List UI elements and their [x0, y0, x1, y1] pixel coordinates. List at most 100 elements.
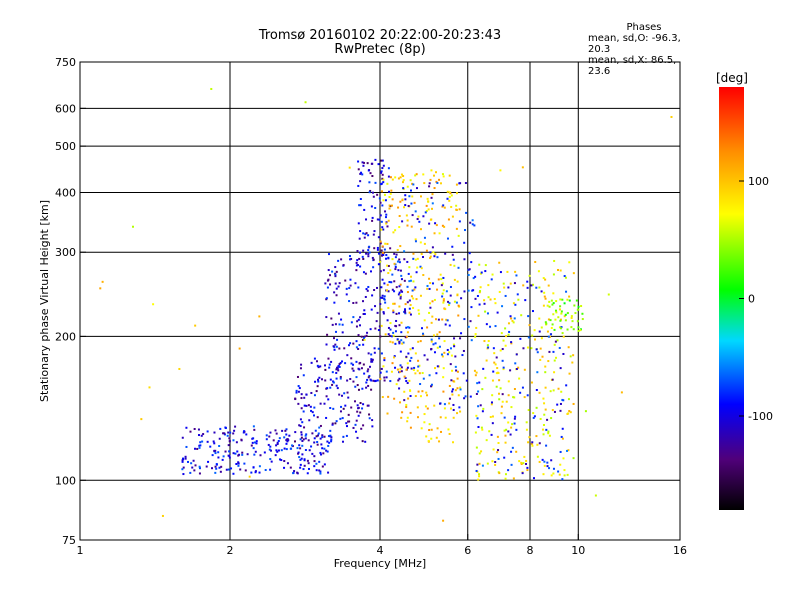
echo-point: [428, 311, 431, 314]
echo-point: [315, 390, 318, 393]
echo-point: [355, 430, 358, 433]
echo-point: [454, 389, 457, 392]
echo-point: [372, 233, 375, 236]
echo-point: [453, 345, 456, 348]
echo-point: [340, 318, 343, 321]
echo-point: [416, 406, 419, 409]
echo-point: [351, 367, 354, 370]
echo-point: [320, 443, 323, 446]
echo-point: [391, 288, 394, 291]
echo-point: [373, 289, 376, 292]
echo-point: [334, 266, 337, 269]
echo-point: [524, 299, 527, 302]
echo-point: [300, 436, 303, 439]
echo-point: [468, 268, 471, 271]
echo-point: [235, 441, 238, 444]
echo-point: [559, 367, 562, 370]
echo-point: [313, 441, 316, 444]
echo-point: [200, 434, 203, 437]
echo-point: [458, 208, 461, 211]
echo-point: [522, 284, 525, 287]
echo-point: [376, 193, 379, 196]
echo-point: [522, 462, 525, 465]
echo-point: [455, 183, 458, 186]
echo-point: [339, 377, 342, 380]
echo-point: [356, 320, 359, 323]
echo-point: [334, 282, 337, 285]
echo-point: [399, 294, 402, 297]
echo-point: [387, 219, 390, 222]
echo-point: [327, 357, 330, 360]
echo-point: [383, 295, 386, 298]
echo-point: [579, 329, 582, 332]
echo-point: [484, 270, 487, 273]
echo-point: [379, 201, 382, 204]
echo-point: [477, 478, 480, 481]
echo-point: [335, 287, 338, 290]
echo-point: [550, 326, 553, 329]
echo-point: [553, 328, 556, 331]
echo-point: [436, 427, 439, 430]
echo-point: [498, 290, 501, 293]
echo-point: [338, 363, 341, 366]
echo-point: [388, 190, 391, 193]
echo-point: [193, 469, 196, 472]
echo-point: [368, 191, 371, 194]
echo-point: [313, 460, 316, 463]
echo-point: [383, 376, 386, 379]
echo-point: [293, 440, 296, 443]
echo-point: [550, 417, 553, 420]
echo-point: [389, 247, 392, 250]
echo-point: [490, 403, 493, 406]
echo-point: [344, 404, 347, 407]
echo-point: [390, 189, 393, 192]
echo-point: [482, 367, 485, 370]
echo-point: [213, 442, 216, 445]
echo-point: [436, 181, 439, 184]
echo-point: [372, 195, 375, 198]
echo-point: [380, 254, 383, 257]
echo-point: [369, 365, 372, 368]
echo-point: [352, 426, 355, 429]
echo-point: [332, 407, 335, 410]
echo-point: [387, 167, 390, 170]
echo-point: [449, 347, 452, 350]
echo-point: [382, 365, 385, 368]
echo-point: [438, 337, 441, 340]
echo-point: [393, 355, 396, 358]
echo-point: [363, 208, 366, 211]
echo-point: [409, 359, 412, 362]
echo-point: [563, 275, 566, 278]
echo-point: [365, 381, 368, 384]
echo-point: [381, 251, 384, 254]
echo-point: [565, 290, 568, 293]
echo-point: [399, 364, 402, 367]
echo-point: [304, 434, 307, 437]
echo-point: [302, 468, 305, 471]
echo-point: [335, 371, 338, 374]
echo-point: [477, 426, 480, 429]
echo-point: [357, 286, 360, 289]
echo-point: [420, 228, 423, 231]
echo-point: [538, 391, 541, 394]
echo-point: [399, 295, 402, 298]
echo-point: [194, 464, 197, 467]
echo-point: [561, 437, 564, 440]
echo-point: [364, 272, 367, 275]
echo-point: [161, 514, 164, 517]
echo-point: [275, 432, 278, 435]
echo-point: [321, 434, 324, 437]
echo-point: [509, 369, 512, 372]
echo-point: [325, 298, 328, 301]
echo-point: [448, 199, 451, 202]
echo-point: [327, 398, 330, 401]
echo-point: [531, 441, 534, 444]
echo-point: [477, 405, 480, 408]
echo-point: [555, 356, 558, 359]
echo-point: [436, 333, 439, 336]
echo-point: [487, 340, 490, 343]
echo-point: [442, 367, 445, 370]
echo-point: [359, 251, 362, 254]
echo-point: [528, 274, 531, 277]
echo-point: [559, 269, 562, 272]
